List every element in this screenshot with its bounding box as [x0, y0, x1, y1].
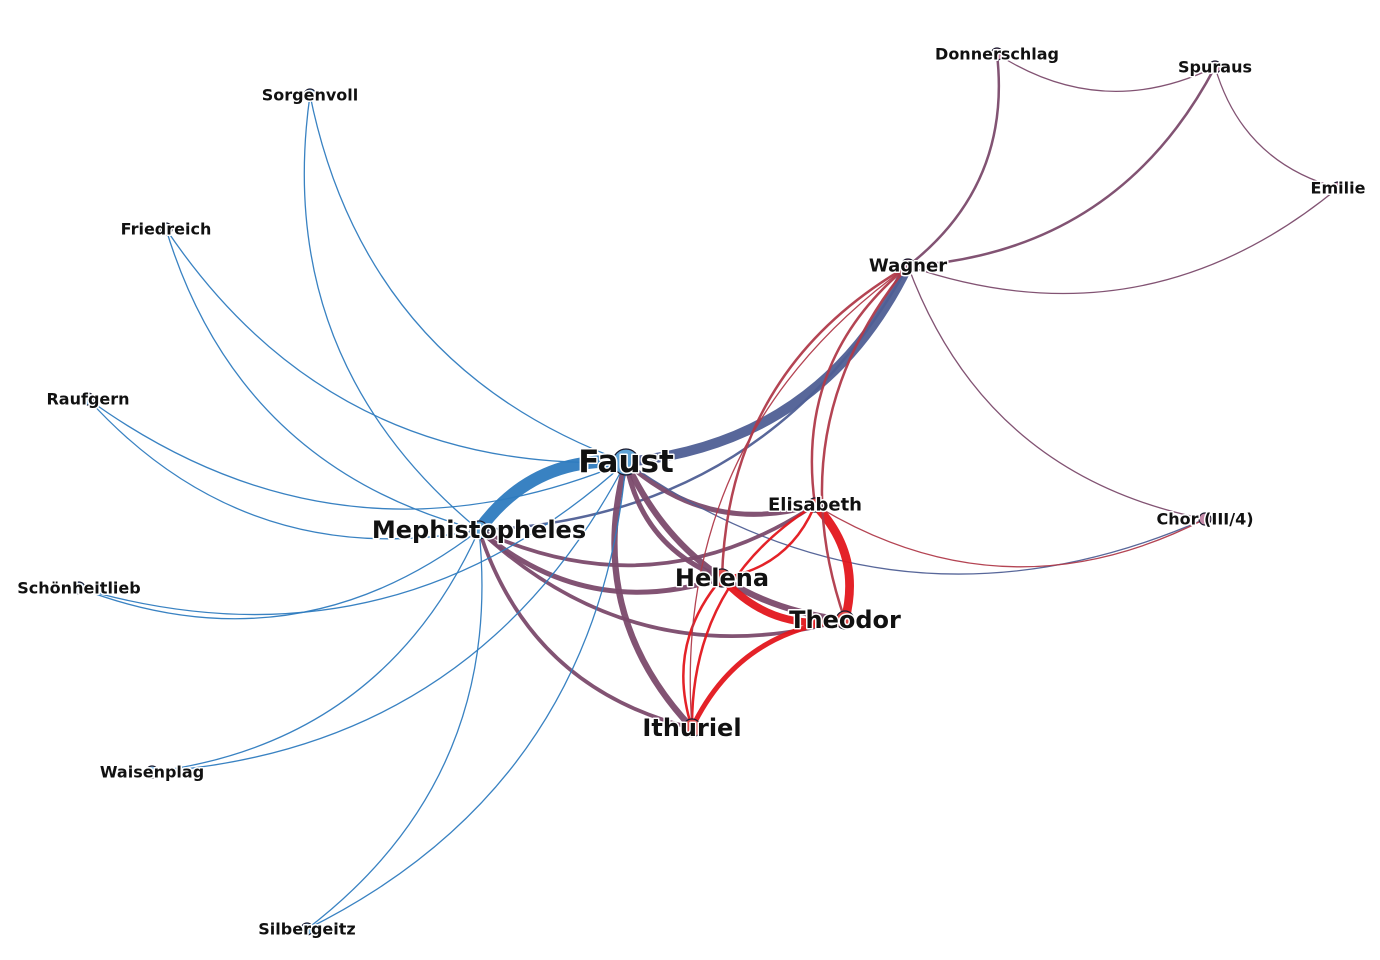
node-wagner[interactable] [900, 258, 916, 274]
node-label-silbergeitz: Silbergeitz [258, 920, 355, 939]
node-ituriel[interactable] [682, 718, 702, 738]
edge-helena-ituriel [682, 576, 724, 730]
edge-wagner-emilie [907, 187, 1339, 295]
edge-faust-chor [625, 461, 1206, 575]
edge-raufgern-faust [87, 398, 627, 510]
node-label-friedreich: Friedreich [121, 220, 212, 239]
node-mephistopheles[interactable] [469, 520, 489, 540]
node-label-ituriel: Ithuriel [642, 714, 741, 742]
node-waisenplag[interactable] [145, 765, 159, 779]
edge-faust-ituriel [611, 458, 696, 732]
edge-mephistopheles-wagner [477, 264, 910, 532]
label-layer: Faust Mephistopheles Wagner Helena Theodor It… [16, 43, 1367, 940]
node-label-chor: Chor (III/4) [1156, 510, 1253, 529]
node-label-schoenheitlieb: Schönheitlieb [17, 579, 140, 598]
edge-schoenheitlieb-faust [78, 461, 627, 616]
edge-wagner-theodor [820, 264, 910, 622]
edge-wagner-ituriel [689, 265, 909, 729]
edge-wagner-spuraus [906, 65, 1217, 268]
edge-wagner-helena [720, 264, 910, 580]
edge-silbergeitz-faust [306, 461, 627, 930]
edge-faust-wagner [621, 261, 913, 467]
node-sorgenvoll[interactable] [303, 88, 317, 102]
node-chor[interactable] [1198, 512, 1212, 526]
node-label-waisenplag: Waisenplag [100, 763, 204, 782]
node-label-elisabeth: Elisabeth [768, 495, 862, 516]
node-raufgern[interactable] [81, 392, 95, 406]
edge-friedreich-mephistopheles [165, 228, 480, 531]
edge-raufgern-mephistopheles [87, 398, 480, 540]
edge-waisenplag-faust [151, 461, 627, 773]
node-theodor[interactable] [835, 610, 855, 630]
node-silbergeitz[interactable] [300, 922, 314, 936]
node-spuraus[interactable] [1208, 60, 1222, 74]
edge-faust-mephistopheles [472, 455, 633, 537]
edge-spuraus-emilie [1214, 66, 1339, 189]
node-helena[interactable] [712, 568, 732, 588]
node-label-helena: Helena [675, 564, 769, 592]
edge-sorgenvoll-faust [309, 94, 627, 463]
node-elisabeth[interactable] [807, 497, 823, 513]
edge-sorgenvoll-mephistopheles [303, 94, 480, 531]
node-label-donnerschlag: Donnerschlag [935, 45, 1059, 64]
node-layer [72, 47, 1345, 936]
node-label-emilie: Emilie [1311, 179, 1366, 198]
node-label-wagner: Wagner [869, 256, 947, 277]
edge-friedreich-faust [165, 228, 627, 464]
edge-wagner-chor [907, 265, 1206, 520]
edge-silbergeitz-mephistopheles [306, 529, 483, 930]
node-friedreich[interactable] [159, 222, 173, 236]
node-label-spuraus: Spuraus [1178, 58, 1252, 77]
edge-layer [78, 52, 1339, 930]
node-label-theodor: Theodor [789, 606, 901, 634]
node-label-faust: Faust [578, 444, 674, 480]
node-label-raufgern: Raufgern [46, 390, 129, 409]
edge-theodor-ituriel [689, 617, 848, 731]
node-faust[interactable] [612, 448, 640, 476]
edge-faust-theodor [622, 458, 849, 624]
node-label-mephistopheles: Mephistopheles [372, 516, 586, 544]
edge-waisenplag-mephistopheles [151, 529, 480, 773]
edge-theodor-elisabeth [810, 500, 854, 625]
edge-mephistopheles-elisabeth [477, 503, 817, 568]
node-donnerschlag[interactable] [990, 47, 1004, 61]
node-schoenheitlieb[interactable] [72, 581, 86, 595]
edge-donnerschlag-spuraus [996, 53, 1216, 93]
edge-mephistopheles-helena [476, 527, 725, 595]
edge-mephistopheles-ituriel [477, 528, 694, 730]
edge-wagner-elisabeth [810, 264, 910, 507]
node-label-sorgenvoll: Sorgenvoll [262, 86, 359, 105]
edge-elisabeth-chor [814, 504, 1206, 568]
edge-faust-helena [623, 459, 725, 581]
edge-wagner-donnerschlag [906, 52, 1001, 268]
edge-schoenheitlieb-mephistopheles [78, 529, 480, 620]
node-emilie[interactable] [1331, 181, 1345, 195]
edge-elisabeth-ituriel [690, 503, 817, 730]
edge-faust-elisabeth [623, 459, 818, 517]
